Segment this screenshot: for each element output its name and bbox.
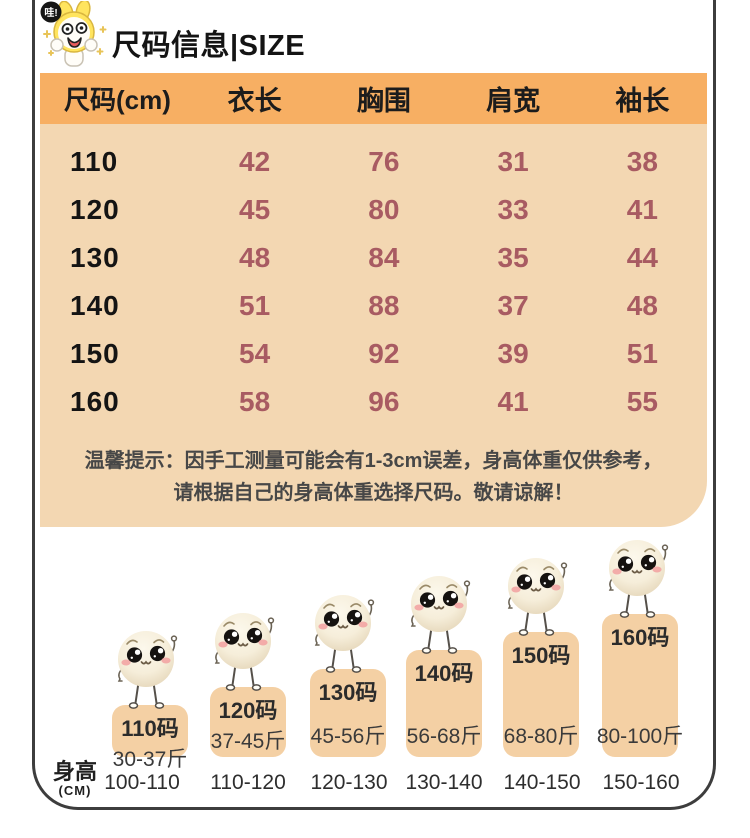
bar-weight-label: 45-56斤 [310, 725, 386, 748]
cell-value: 31 [497, 146, 529, 177]
badge-circle [40, 1, 62, 23]
dumpling-character-icon [311, 593, 375, 681]
cell-value: 38 [626, 146, 658, 177]
cell-value: 48 [626, 290, 658, 321]
bar-weight-label: 30-37斤 [112, 748, 188, 771]
rabbit-mascot-icon: 哇! [40, 1, 107, 67]
bar-weight-label: 68-80斤 [503, 725, 579, 748]
cell-value: 96 [368, 386, 400, 417]
column-header-sleeve: 袖长 [615, 86, 670, 116]
table-row: 110 42 76 31 38 [40, 138, 707, 186]
bar-size-label: 110码 [121, 716, 179, 741]
table-row: 160 58 96 41 55 [40, 378, 707, 426]
height-range-tick: 120-130 [310, 771, 388, 794]
sparkle-icon [43, 26, 107, 56]
column-header-shoulder: 肩宽 [486, 86, 541, 116]
cell-value: 84 [368, 242, 400, 273]
column-header-size: 尺码(cm) [64, 85, 171, 115]
note-line-1: 温馨提示：因手工测量可能会有1-3cm误差，身高体重仅供参考， [84, 450, 663, 472]
cell-value: 80 [368, 194, 400, 225]
cell-value: 54 [239, 338, 271, 369]
x-axis-title: 身高 (CM) [48, 760, 102, 798]
height-unit: (CM) [58, 783, 92, 799]
cell-value: 45 [239, 194, 271, 225]
cell-size: 120 [70, 194, 120, 225]
column-header-chest: 胸围 [356, 86, 411, 116]
bar-weight-label: 56-68斤 [406, 725, 482, 748]
cell-value: 58 [239, 386, 271, 417]
cell-value: 37 [497, 290, 529, 321]
cell-value: 35 [497, 242, 529, 273]
cell-value: 48 [239, 242, 271, 273]
bar-weight-label: 80-100斤 [596, 725, 684, 748]
table-row: 150 54 92 39 51 [40, 330, 707, 378]
size-table: 尺码(cm) 衣长 胸围 肩宽 袖长 110 42 76 31 38 120 4… [40, 73, 707, 527]
height-range-tick: 150-160 [602, 771, 680, 794]
table-row: 120 45 80 33 41 [40, 186, 707, 234]
size-bar-140: 140码 56-68斤 [406, 650, 482, 757]
table-row: 140 51 88 37 48 [40, 282, 707, 330]
cell-value: 88 [368, 290, 400, 321]
cell-value: 51 [626, 338, 658, 369]
dumpling-character-icon [407, 574, 471, 662]
cell-value: 55 [626, 386, 658, 417]
height-range-tick: 100-110 [104, 771, 180, 794]
badge-text: 哇! [44, 6, 57, 19]
bar-size-label: 120码 [218, 698, 278, 723]
cell-value: 33 [497, 194, 529, 225]
cell-size: 130 [70, 242, 120, 273]
height-range-tick: 130-140 [405, 771, 483, 794]
cell-size: 110 [70, 146, 119, 177]
note-line-2: 请根据自己的身高体重选择尺码。敬请谅解！ [173, 482, 574, 505]
cell-value: 92 [368, 338, 400, 369]
height-range-tick: 140-150 [503, 771, 581, 794]
page-title: 尺码信息|SIZE [112, 30, 306, 62]
size-bar-160: 160码 80-100斤 [597, 614, 683, 757]
height-label: 身高 [52, 759, 97, 784]
bar-size-label: 140码 [414, 661, 474, 686]
cell-value: 51 [239, 290, 271, 321]
column-header-length: 衣长 [227, 86, 282, 116]
cell-value: 41 [497, 386, 529, 417]
size-bar-130: 130码 45-56斤 [310, 669, 386, 757]
dumpling-character-icon [504, 556, 568, 644]
cell-value: 42 [239, 146, 271, 177]
dumpling-character-icon [211, 611, 275, 699]
height-range-tick: 110-120 [210, 771, 286, 794]
table-body: 110 42 76 31 38 120 45 80 33 41 130 48 8… [40, 138, 707, 426]
bar-size-label: 150码 [511, 643, 571, 668]
size-bar-110: 110码 30-37斤 [112, 705, 188, 771]
table-header-row: 尺码(cm) 衣长 胸围 肩宽 袖长 [40, 73, 707, 124]
dumpling-character-icon [114, 629, 178, 717]
bar-weight-label: 37-45斤 [210, 730, 286, 753]
measurement-note: 温馨提示：因手工测量可能会有1-3cm误差，身高体重仅供参考， 请根据自己的身高… [40, 445, 707, 510]
cell-size: 140 [70, 290, 120, 321]
bar-size-label: 130码 [318, 680, 378, 705]
cell-size: 150 [70, 338, 120, 369]
cell-size: 160 [70, 386, 120, 417]
cell-value: 39 [497, 338, 529, 369]
table-row: 130 48 84 35 44 [40, 234, 707, 282]
size-bar-150: 150码 68-80斤 [503, 632, 579, 757]
dumpling-character-icon [605, 538, 669, 626]
bar-size-label: 160码 [610, 625, 670, 650]
cell-value: 76 [368, 146, 400, 177]
size-bar-120: 120码 37-45斤 [210, 687, 286, 757]
cell-value: 44 [626, 242, 658, 273]
cell-value: 41 [626, 194, 658, 225]
